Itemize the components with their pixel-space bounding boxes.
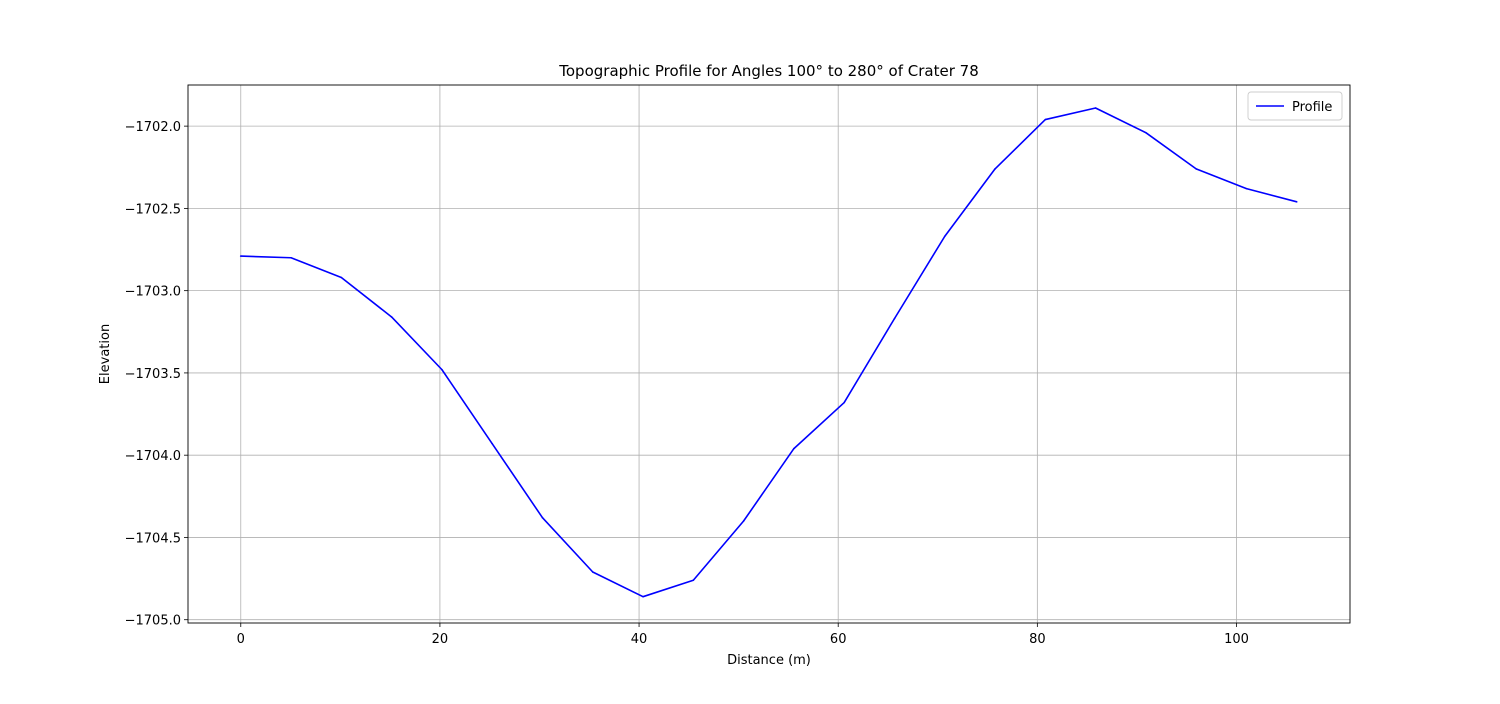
legend-label: Profile [1292,100,1332,115]
profile-point [943,235,946,238]
profile-point [692,579,695,582]
profile-point [1295,201,1298,203]
chart-title: Topographic Profile for Angles 100° to 2… [558,62,978,80]
profile-point [1145,131,1147,134]
x-tick-label: 60 [830,632,847,647]
profile-point [994,168,996,170]
profile-point [642,595,644,598]
y-tick-label: −1705.0 [125,614,181,629]
plot-frame [187,84,1351,624]
series-layer [239,107,1298,598]
grid [188,85,1350,623]
x-tick-label: 20 [432,632,449,647]
y-tick-label: −1704.0 [125,449,181,464]
profile-point [843,401,845,404]
x-tick-label: 40 [631,632,648,647]
profile-point [1044,118,1047,121]
profile-point [1094,107,1097,109]
profile-point [491,442,493,445]
profile-point [742,520,745,522]
axes: 0 20 40 60 80 100 −1702.0 −1702.5 −1703.0 −1703.5… [125,84,1351,647]
x-tick-label: 80 [1029,632,1046,647]
profile-point [1195,168,1197,170]
profile-point [541,516,544,519]
x-axis-label: Distance (m) [727,653,811,668]
x-tick-label: 0 [237,632,245,647]
profile-point [239,255,242,257]
y-tick-label: −1702.5 [125,202,181,217]
y-tick-label: −1702.0 [125,120,181,135]
profile-point [390,316,393,318]
profile-point [441,368,443,371]
profile-point [1245,187,1248,190]
legend: Profile [1247,91,1343,121]
y-axis-label: Elevation [98,324,113,384]
profile-line [240,107,1297,598]
profile-point [793,447,795,450]
profile-point [893,317,896,320]
legend-box [1247,91,1343,121]
y-tick-label: −1703.5 [125,367,181,382]
x-tick-label: 100 [1224,632,1249,647]
profile-point [591,571,594,573]
y-tick-label: −1704.5 [125,531,181,546]
y-tick-label: −1703.0 [125,285,181,300]
profile-point [340,276,343,279]
profile-point [290,256,292,259]
